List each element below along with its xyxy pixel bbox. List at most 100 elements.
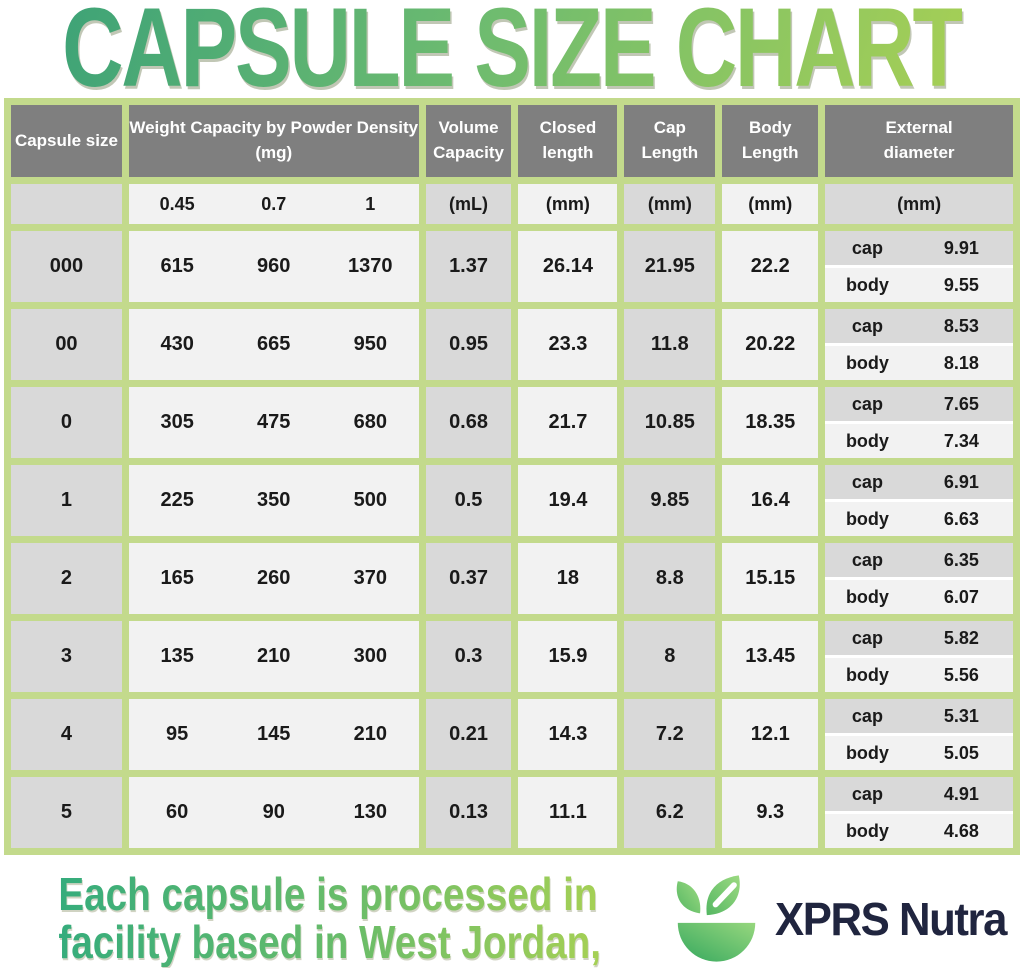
- page-title: CAPSULE SIZE CHART: [61, 0, 964, 110]
- density-value: 0.7: [261, 193, 287, 214]
- weight-value: 135: [160, 645, 194, 667]
- cell-external-diameter: cap 9.91 body 9.55: [825, 231, 1013, 302]
- cell-volume: 0.13: [425, 777, 512, 848]
- ext-body-value: 6.63: [943, 508, 979, 529]
- title-bar: CAPSULE SIZE CHART: [0, 0, 1024, 110]
- weight-value: 165: [160, 567, 194, 589]
- weight-value: 90: [262, 801, 285, 823]
- cell-closed-length: 21.7: [518, 387, 618, 458]
- ext-body-value: 9.55: [943, 274, 979, 295]
- brand-name: XPRS Nutra: [775, 892, 1007, 945]
- external-cap-row: cap 6.35: [825, 543, 1013, 577]
- external-body-row: body 6.63: [825, 502, 1013, 536]
- cell-capsule-size: 00: [11, 309, 122, 380]
- col-header-label: Weight Capacity by Powder Density (mg): [129, 118, 419, 162]
- ext-cap-value: 9.91: [943, 237, 979, 258]
- weight-value: 60: [166, 801, 189, 823]
- col-header-volume-capacity: Volume Capacity: [425, 105, 512, 177]
- col-header-label: Capsule size: [14, 130, 118, 150]
- weight-value: 665: [257, 333, 291, 355]
- weight-value: 95: [166, 723, 189, 745]
- cell-external-diameter: cap 8.53 body 8.18: [825, 309, 1013, 380]
- weight-value: 300: [353, 645, 387, 667]
- capsule-size-table: Capsule size Weight Capacity by Powder D…: [4, 98, 1020, 855]
- unit-cell-volume: (mL): [425, 184, 512, 224]
- weight-value: 145: [257, 723, 291, 745]
- weight-value: 960: [257, 255, 291, 277]
- ext-cap-label: cap: [851, 393, 883, 414]
- ext-body-value: 7.34: [943, 430, 979, 451]
- ext-cap-label: cap: [851, 471, 883, 492]
- cell-capsule-size: 1: [11, 465, 122, 536]
- weight-value: 225: [160, 489, 194, 511]
- ext-cap-label: cap: [851, 627, 883, 648]
- cell-volume: 0.21: [425, 699, 512, 770]
- cell-external-diameter: cap 6.91 body 6.63: [825, 465, 1013, 536]
- cell-closed-length: 18: [518, 543, 618, 614]
- unit-cell-empty: [11, 184, 122, 224]
- external-cap-row: cap 5.82: [825, 621, 1013, 655]
- weight-value: 210: [257, 645, 291, 667]
- cell-body-length: 13.45: [722, 621, 819, 692]
- external-body-row: body 5.05: [825, 736, 1013, 770]
- cell-capsule-size: 0: [11, 387, 122, 458]
- cell-weight-capacity: 95 145 210: [128, 699, 419, 770]
- footer-note: Each capsule is processed in our facilit…: [6, 870, 697, 967]
- cell-weight-capacity: 430 665 950: [128, 309, 419, 380]
- cell-capsule-size: 000: [11, 231, 122, 302]
- external-cap-row: cap 5.31: [825, 699, 1013, 733]
- density-value: 1: [365, 193, 376, 214]
- ext-cap-value: 5.82: [943, 627, 979, 648]
- cell-external-diameter: cap 7.65 body 7.34: [825, 387, 1013, 458]
- ext-body-label: body: [845, 352, 889, 373]
- cell-body-length: 9.3: [722, 777, 819, 848]
- ext-cap-label: cap: [851, 549, 883, 570]
- external-cap-row: cap 4.91: [825, 777, 1013, 811]
- cell-cap-length: 11.8: [624, 309, 716, 380]
- weight-value: 210: [353, 723, 387, 745]
- ext-cap-label: cap: [851, 705, 883, 726]
- external-body-row: body 9.55: [825, 268, 1013, 302]
- cell-external-diameter: cap 4.91 body 4.68: [825, 777, 1013, 848]
- ext-cap-value: 6.91: [943, 471, 979, 492]
- cell-capsule-size: 5: [11, 777, 122, 848]
- cell-cap-length: 10.85: [624, 387, 716, 458]
- external-cap-row: cap 7.65: [825, 387, 1013, 421]
- cell-cap-length: 8.8: [624, 543, 716, 614]
- cell-body-length: 16.4: [722, 465, 819, 536]
- weight-value: 130: [353, 801, 387, 823]
- unit-cell-external: (mm): [825, 184, 1013, 224]
- cell-volume: 0.68: [425, 387, 512, 458]
- weight-value: 305: [160, 411, 194, 433]
- ext-cap-value: 7.65: [943, 393, 979, 414]
- ext-cap-value: 4.91: [943, 783, 979, 804]
- cell-volume: 0.5: [425, 465, 512, 536]
- ext-cap-value: 5.31: [943, 705, 979, 726]
- ext-body-value: 8.18: [943, 352, 979, 373]
- cell-weight-capacity: 60 90 130: [128, 777, 419, 848]
- cell-volume: 0.95: [425, 309, 512, 380]
- cell-body-length: 22.2: [722, 231, 819, 302]
- weight-value: 615: [160, 255, 194, 277]
- cell-body-length: 12.1: [722, 699, 819, 770]
- cell-body-length: 15.15: [722, 543, 819, 614]
- ext-body-value: 5.56: [943, 664, 979, 685]
- cell-capsule-size: 3: [11, 621, 122, 692]
- brand-logo: XPRS Nutra: [671, 874, 1018, 964]
- weight-value: 950: [353, 333, 387, 355]
- col-header-closed-length: Closed length: [518, 105, 618, 177]
- cell-volume: 0.37: [425, 543, 512, 614]
- col-header-label: Closed length: [539, 118, 597, 162]
- footer: Each capsule is processed in our facilit…: [0, 870, 1024, 967]
- external-cap-row: cap 6.91: [825, 465, 1013, 499]
- weight-value: 350: [257, 489, 291, 511]
- ext-body-label: body: [845, 508, 889, 529]
- external-body-row: body 4.68: [825, 814, 1013, 848]
- col-header-label: Body Length: [741, 118, 799, 162]
- unit-cell-closed: (mm): [518, 184, 618, 224]
- cell-capsule-size: 4: [11, 699, 122, 770]
- external-body-row: body 8.18: [825, 346, 1013, 380]
- weight-value: 370: [353, 567, 387, 589]
- cell-closed-length: 19.4: [518, 465, 618, 536]
- ext-cap-value: 6.35: [943, 549, 979, 570]
